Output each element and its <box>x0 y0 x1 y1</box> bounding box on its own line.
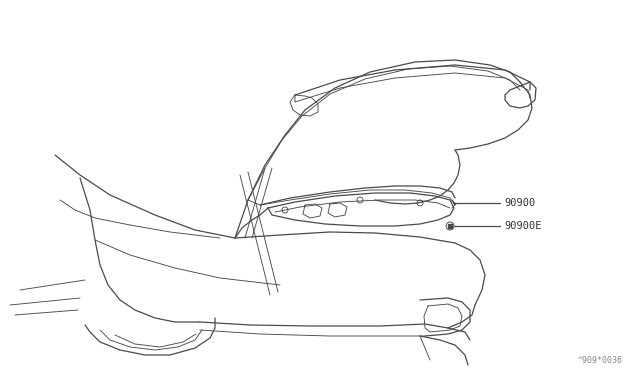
Text: 90900E: 90900E <box>504 221 541 231</box>
Text: 90900: 90900 <box>504 198 535 208</box>
Text: ^909*0036: ^909*0036 <box>577 356 623 365</box>
